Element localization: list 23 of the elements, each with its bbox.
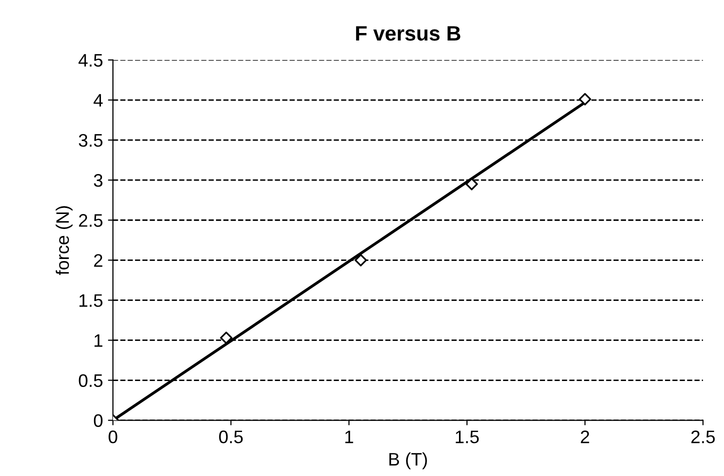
y-tick-label: 1.5 bbox=[80, 294, 102, 307]
x-tick-label: 1 bbox=[345, 430, 354, 444]
y-tick-label: 2.5 bbox=[79, 214, 102, 227]
x-axis-title: B (T) bbox=[389, 452, 427, 470]
x-tick-label: 2 bbox=[580, 430, 590, 444]
x-tick-label: 1.5 bbox=[456, 430, 479, 444]
y-axis-title: force (N) bbox=[56, 206, 73, 275]
point bbox=[465, 178, 478, 190]
x-tick-label: 0 bbox=[108, 430, 118, 444]
y-tick-label: 2 bbox=[94, 254, 102, 267]
y-tick-label: 4 bbox=[94, 94, 103, 107]
point bbox=[220, 332, 232, 344]
y-tick-label: 1 bbox=[94, 334, 102, 347]
y-tick-label: 3.5 bbox=[78, 134, 102, 147]
point bbox=[354, 254, 367, 266]
y-tick-label: 3 bbox=[94, 174, 102, 187]
x-tick-label: 0.5 bbox=[219, 430, 243, 444]
y-tick-label: 0.5 bbox=[78, 374, 102, 387]
x-tick-label: 2.5 bbox=[691, 430, 715, 444]
point bbox=[578, 93, 592, 106]
y-tick-label: 4.5 bbox=[78, 54, 102, 67]
chart-title: F versus B bbox=[356, 26, 460, 41]
y-tick-label: 0 bbox=[94, 414, 103, 428]
